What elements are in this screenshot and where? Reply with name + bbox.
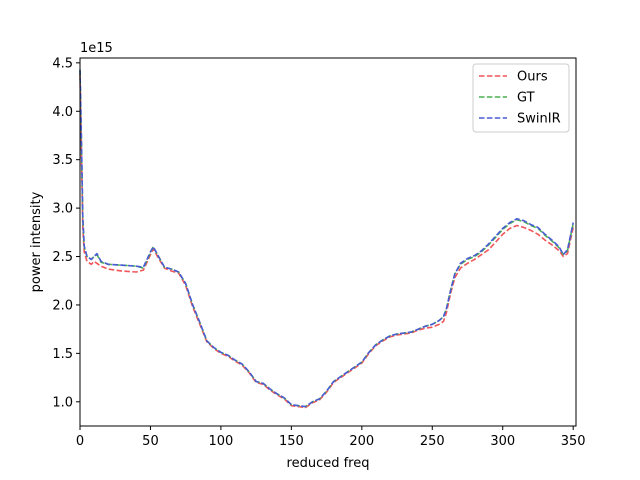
axes-frame xyxy=(79,57,577,427)
y-tick-label: 3.0 xyxy=(52,202,73,217)
legend-label-swinir: SwinIR xyxy=(517,112,561,127)
x-tick-label: 200 xyxy=(349,434,374,449)
x-axis: 0 50 100 150 200 250 300 350 xyxy=(76,426,586,449)
x-tick-label: 50 xyxy=(142,434,159,449)
legend: Ours GT SwinIR xyxy=(472,63,570,133)
legend-label-ours: Ours xyxy=(517,70,548,85)
x-tick-label: 0 xyxy=(76,434,84,449)
series-line-swinir xyxy=(79,69,574,408)
series-line-ours xyxy=(79,74,574,409)
y-tick-label: 1.5 xyxy=(52,347,73,362)
y-tick-label: 4.0 xyxy=(52,105,73,120)
y-axis-title: power intensity xyxy=(29,191,44,292)
y-tick-label: 2.5 xyxy=(52,250,73,265)
x-axis-title: reduced freq xyxy=(287,456,370,471)
x-tick-label: 150 xyxy=(279,434,304,449)
x-tick-label: 300 xyxy=(490,434,515,449)
x-tick-label: 350 xyxy=(561,434,586,449)
x-tick-label: 250 xyxy=(420,434,445,449)
y-tick-label: 2.0 xyxy=(52,298,73,313)
y-tick-label: 1.0 xyxy=(52,395,73,410)
y-tick-label: 3.5 xyxy=(52,153,73,168)
plot-series-group xyxy=(79,69,574,409)
legend-box xyxy=(472,63,570,133)
y-axis: 1.0 1.5 2.0 2.5 3.0 3.5 4.0 4.5 xyxy=(52,56,80,410)
y-tick-label: 4.5 xyxy=(52,56,73,71)
y-offset-text: 1e15 xyxy=(80,41,113,56)
x-tick-label: 100 xyxy=(208,434,233,449)
legend-label-gt: GT xyxy=(517,91,535,106)
